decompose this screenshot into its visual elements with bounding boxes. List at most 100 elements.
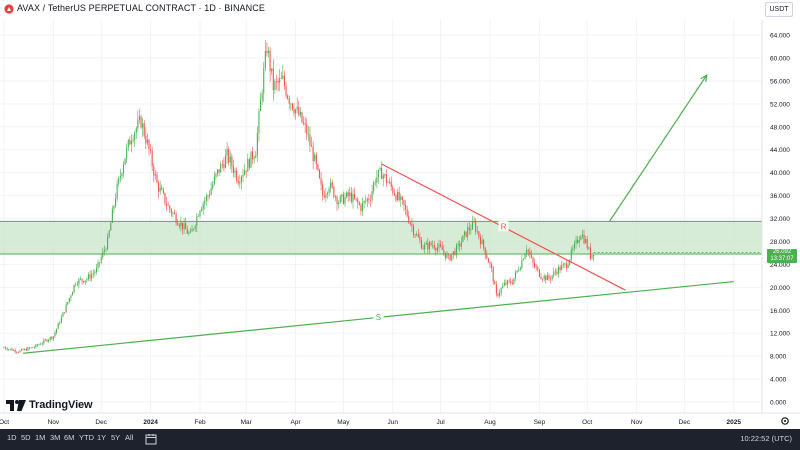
candle-body (36, 344, 39, 346)
candle-body (567, 264, 569, 269)
candle-body (118, 177, 120, 184)
candle-body (266, 50, 268, 53)
candle-body (564, 263, 566, 265)
candle-body (589, 247, 591, 259)
candle-body (542, 279, 544, 280)
y-tick-label: 40.000 (770, 170, 790, 177)
candle-body (497, 293, 499, 296)
timeframe-1m[interactable]: 1M (35, 433, 46, 442)
candle-body (116, 183, 118, 199)
candle-body (548, 275, 550, 279)
timeframe-5y[interactable]: 5Y (111, 433, 121, 442)
candle-body (138, 116, 140, 120)
utc-clock[interactable]: 10:22:52 (UTC) (740, 434, 792, 443)
candle-body (513, 278, 515, 285)
candle-body (143, 123, 145, 136)
candle-body (54, 332, 56, 337)
candle-body (408, 216, 410, 223)
candle-body (318, 169, 321, 179)
candle-body (261, 93, 263, 100)
candle-body (303, 122, 305, 124)
x-tick-label: Dec (679, 419, 691, 426)
candle-body (132, 140, 134, 141)
candle-body (416, 234, 418, 236)
candle-body (444, 252, 446, 258)
candle-body (181, 222, 184, 230)
candle-body (535, 266, 537, 268)
candle-body (250, 151, 252, 168)
candle-body (392, 186, 394, 193)
candle-body (153, 166, 155, 176)
candle-body (283, 75, 285, 86)
candle-body (92, 273, 94, 275)
candle-body (486, 255, 488, 259)
candle-body (446, 254, 448, 258)
candle-body (475, 221, 477, 232)
bar-countdown: 13:37:07 (770, 256, 794, 262)
y-tick-label: 60.000 (770, 55, 790, 62)
candle-body (441, 246, 443, 250)
candle-body (199, 210, 201, 217)
timeframe-3m[interactable]: 3M (50, 433, 61, 442)
candle-body (417, 234, 419, 238)
candle-body (17, 352, 19, 353)
candle-body (432, 244, 434, 246)
candle-body (338, 202, 340, 205)
y-tick-label: 4.000 (770, 377, 787, 384)
candle-body (389, 181, 391, 183)
candle-body (291, 103, 293, 110)
candle-body (213, 176, 215, 185)
candle-body (448, 254, 450, 255)
candle-body (158, 182, 160, 192)
timeframe-1d[interactable]: 1D (7, 433, 17, 442)
candle-body (500, 288, 502, 293)
candle-body (49, 337, 51, 340)
timeframe-1y[interactable]: 1Y (97, 433, 107, 442)
symbol-title[interactable]: AVAX / TetherUS PERPETUAL CONTRACT · 1D … (17, 3, 265, 13)
candle-body (22, 349, 24, 351)
candle-body (145, 135, 147, 144)
calendar-icon[interactable] (145, 433, 157, 445)
timeframe-all[interactable]: All (125, 433, 134, 442)
candle-body (557, 266, 560, 274)
candle-body (347, 192, 349, 197)
candle-body (129, 139, 131, 145)
candle-body (25, 348, 27, 351)
candle-body (46, 339, 48, 342)
candle-body (398, 191, 400, 200)
candle-body (79, 278, 82, 280)
candle-body (363, 201, 365, 203)
candle-body (212, 184, 214, 189)
candle-body (527, 249, 529, 252)
candle-body (390, 181, 392, 187)
candle-body (81, 278, 83, 281)
candle-body (119, 175, 121, 178)
candle-body (320, 178, 322, 185)
candle-body (87, 274, 90, 280)
settings-gear-icon[interactable] (780, 416, 790, 426)
timeframe-ytd[interactable]: YTD (79, 433, 94, 442)
candle-body (267, 50, 270, 53)
timeframe-6m[interactable]: 6M (64, 433, 75, 442)
timeframe-5d[interactable]: 5D (21, 433, 31, 442)
projection-arrow-line (609, 74, 708, 222)
candle-body (495, 284, 497, 294)
candle-body (188, 232, 190, 234)
candle-body (360, 204, 362, 211)
candle-body (470, 229, 472, 231)
candle-body (60, 316, 62, 323)
candle-body (193, 228, 195, 230)
candle-body (224, 155, 227, 168)
trendlines: SR (23, 73, 762, 354)
candle-body (336, 196, 338, 205)
candle-body (537, 267, 539, 270)
candle-body (186, 229, 188, 234)
candle-body (197, 216, 199, 217)
currency-selector[interactable]: USDT (765, 2, 793, 17)
candle-body (304, 123, 306, 125)
candle-body (543, 275, 545, 280)
candle-body (518, 270, 520, 271)
candle-body (259, 99, 262, 112)
candle-body (454, 251, 456, 255)
